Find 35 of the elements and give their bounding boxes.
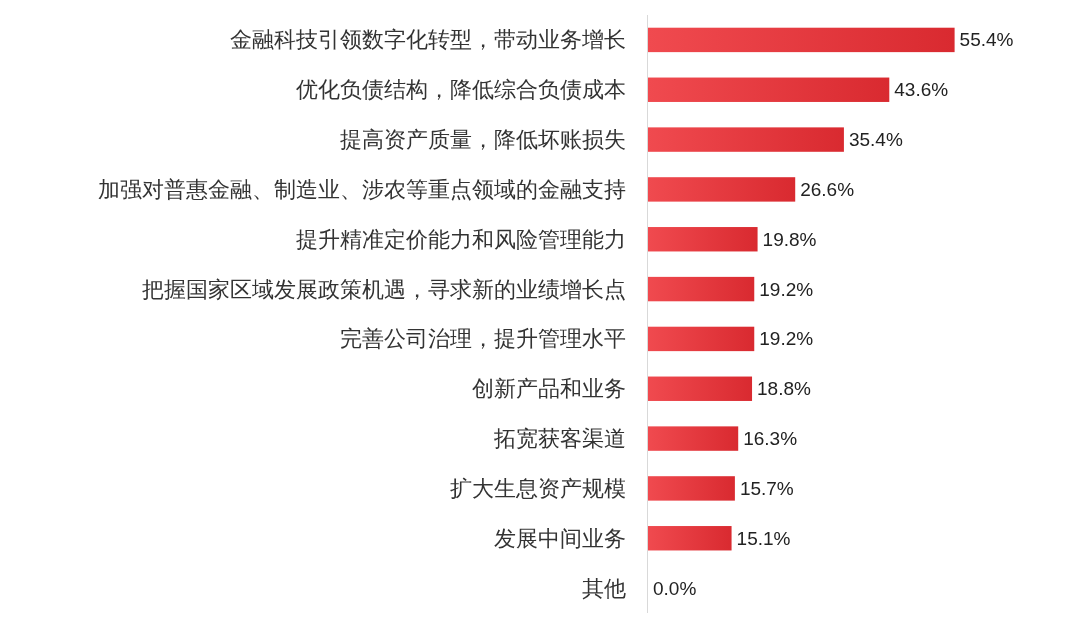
bar: [648, 326, 755, 352]
bar: [648, 476, 735, 501]
y-tick-label: 发展中间业务: [494, 525, 626, 551]
data-label: 15.1%: [736, 527, 791, 549]
y-tick-label: 拓宽获客渠道: [493, 426, 626, 452]
y-tick-label: 扩大生息资产规模: [450, 475, 626, 501]
bar: [648, 27, 955, 53]
y-tick-label: 优化负债结构，降低综合负债成本: [296, 77, 626, 103]
bar: [648, 526, 732, 551]
data-label: 43.6%: [894, 79, 949, 101]
y-tick-label: 加强对普惠金融、制造业、涉农等重点领域的金融支持: [98, 176, 626, 202]
bar: [648, 127, 844, 152]
bar: [648, 77, 890, 102]
y-tick-label: 金融科技引领数字化转型，带动业务增长: [230, 27, 626, 53]
data-label: 26.6%: [800, 178, 855, 200]
y-tick-label: 把握国家区域发展政策机遇，寻求新的业绩增长点: [142, 276, 626, 302]
bar: [648, 426, 739, 451]
data-label: 0.0%: [653, 577, 697, 599]
bar: [648, 276, 755, 302]
data-label: 35.4%: [848, 129, 903, 151]
bar: [648, 227, 758, 252]
data-label: 19.8%: [762, 228, 817, 250]
y-tick-label: 提升精准定价能力和风险管理能力: [296, 226, 626, 252]
y-tick-label: 提高资产质量，降低坏账损失: [340, 127, 626, 153]
bar: [648, 376, 753, 401]
data-label: 19.2%: [759, 278, 814, 300]
y-tick-label: 创新产品和业务: [472, 376, 626, 402]
data-label: 55.4%: [959, 29, 1014, 51]
data-label: 19.2%: [759, 328, 814, 350]
bar: [648, 177, 796, 202]
y-tick-label: 其他: [582, 575, 626, 601]
data-label: 16.3%: [743, 428, 798, 450]
data-label: 18.8%: [757, 378, 812, 400]
y-tick-label: 完善公司治理，提升管理水平: [340, 326, 626, 352]
data-label: 15.7%: [739, 477, 794, 499]
